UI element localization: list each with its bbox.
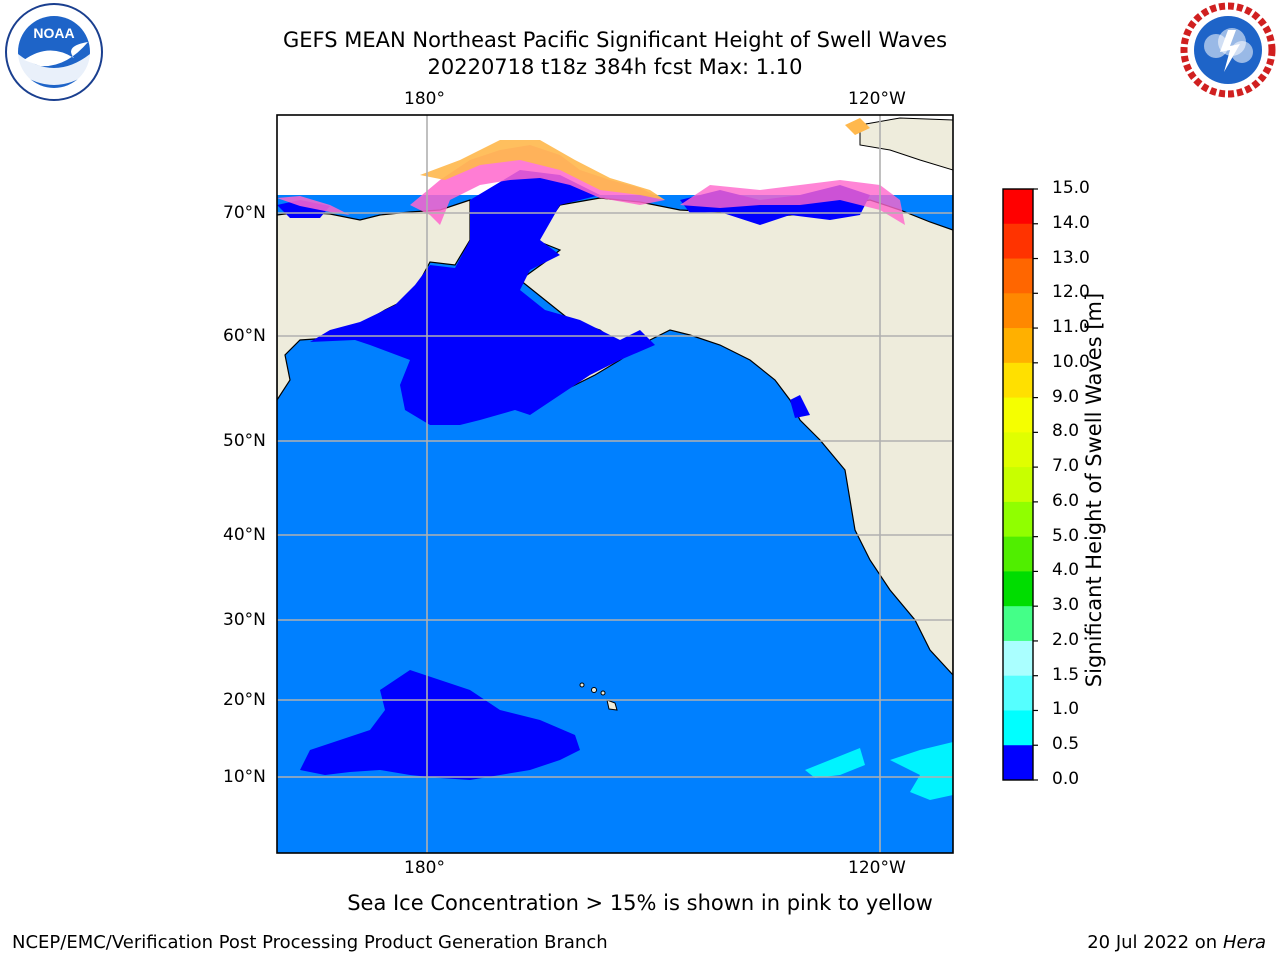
colorbar-tick-label: 15.0 xyxy=(1052,178,1090,198)
swell-patch-1 xyxy=(805,748,865,778)
swell-patch-2 xyxy=(890,742,953,800)
footer-branch: NCEP/EMC/Verification Post Processing Pr… xyxy=(12,932,608,953)
colorbar-tick-label: 6.0 xyxy=(1052,490,1080,511)
colorbar-segment xyxy=(1003,328,1033,364)
colorbar-frame xyxy=(1002,188,1034,781)
colorbar-segment xyxy=(1003,189,1033,225)
colorbar-tick-label: 5.0 xyxy=(1052,525,1080,546)
colorbar-tick-label: 8.0 xyxy=(1052,421,1080,442)
colorbar-tick-label: 7.0 xyxy=(1052,456,1080,477)
colorbar-segment xyxy=(1003,501,1033,538)
lat-label-40n: 40°N xyxy=(223,525,266,545)
bottom-lon-label-180: 180° xyxy=(404,858,445,878)
sea-ice-note: Sea Ice Concentration > 15% is shown in … xyxy=(347,891,933,915)
colorbar-tick-label: 1.5 xyxy=(1052,664,1080,685)
footer-date: 20 Jul 2022 on Hera xyxy=(1087,932,1266,953)
colorbar-tick-label: 14.0 xyxy=(1052,212,1090,233)
colorbar-segment xyxy=(1003,675,1033,711)
colorbar-segment xyxy=(1003,432,1033,468)
bottom-lon-label-120w: 120°W xyxy=(848,858,906,878)
chart-title-line2: 20220718 t18z 384h fcst Max: 1.10 xyxy=(427,55,803,79)
colorbar-segment xyxy=(1003,745,1033,781)
colorbar-segment xyxy=(1003,223,1033,260)
colorbar-segment xyxy=(1003,710,1033,746)
top-lon-label-120w: 120°W xyxy=(848,89,906,109)
noaa-logo-text: NOAA xyxy=(33,25,74,41)
colorbar-tick-label: 4.0 xyxy=(1052,560,1080,581)
map-frame xyxy=(276,114,954,854)
colorbar-segment xyxy=(1003,397,1033,433)
colorbar-tick-label: 12.0 xyxy=(1052,282,1090,303)
footer-date-text: 20 Jul 2022 on xyxy=(1087,932,1223,953)
colorbar-tick-label: 2.0 xyxy=(1052,629,1080,650)
colorbar-tick-label: 1.0 xyxy=(1052,699,1080,720)
colorbar xyxy=(1003,188,1038,781)
colorbar-tick-label: 0.0 xyxy=(1052,769,1080,789)
colorbar-segment xyxy=(1003,258,1033,294)
graticule xyxy=(277,115,953,853)
low-swell-bering xyxy=(310,170,655,425)
colorbar-tick-label: 10.0 xyxy=(1052,351,1090,372)
top-lon-label-180: 180° xyxy=(404,89,445,109)
lat-label-50n: 50°N xyxy=(223,431,266,451)
chart-title-line1: GEFS MEAN Northeast Pacific Significant … xyxy=(282,28,948,52)
footer-machine: Hera xyxy=(1222,932,1266,953)
colorbar-tick-label: 9.0 xyxy=(1052,386,1080,407)
colorbar-segment xyxy=(1003,536,1033,572)
lat-label-20n: 20°N xyxy=(223,690,266,710)
colorbar-tick-label: 11.0 xyxy=(1052,317,1090,338)
lat-label-30n: 30°N xyxy=(223,610,266,630)
colorbar-segment xyxy=(1003,640,1033,677)
colorbar-segment xyxy=(1003,362,1033,399)
lat-label-70n: 70°N xyxy=(223,203,266,223)
low-swell-tropical xyxy=(300,670,580,780)
colorbar-tick-label: 0.5 xyxy=(1052,734,1080,755)
lat-label-60n: 60°N xyxy=(223,326,266,346)
colorbar-segment xyxy=(1003,606,1033,642)
noaa-logo: NOAA xyxy=(5,3,103,101)
colorbar-tick-label: 3.0 xyxy=(1052,595,1080,616)
colorbar-tick-label: 13.0 xyxy=(1052,247,1090,268)
lat-label-10n: 10°N xyxy=(223,767,266,787)
nws-logo xyxy=(1180,2,1276,98)
colorbar-label: Significant Height of Swell Waves [m] xyxy=(1082,292,1106,688)
colorbar-segment xyxy=(1003,571,1033,607)
hawaii-islands xyxy=(579,682,618,711)
colorbar-segment xyxy=(1003,467,1033,503)
land-siberia xyxy=(277,199,471,402)
colorbar-segment xyxy=(1003,293,1033,329)
